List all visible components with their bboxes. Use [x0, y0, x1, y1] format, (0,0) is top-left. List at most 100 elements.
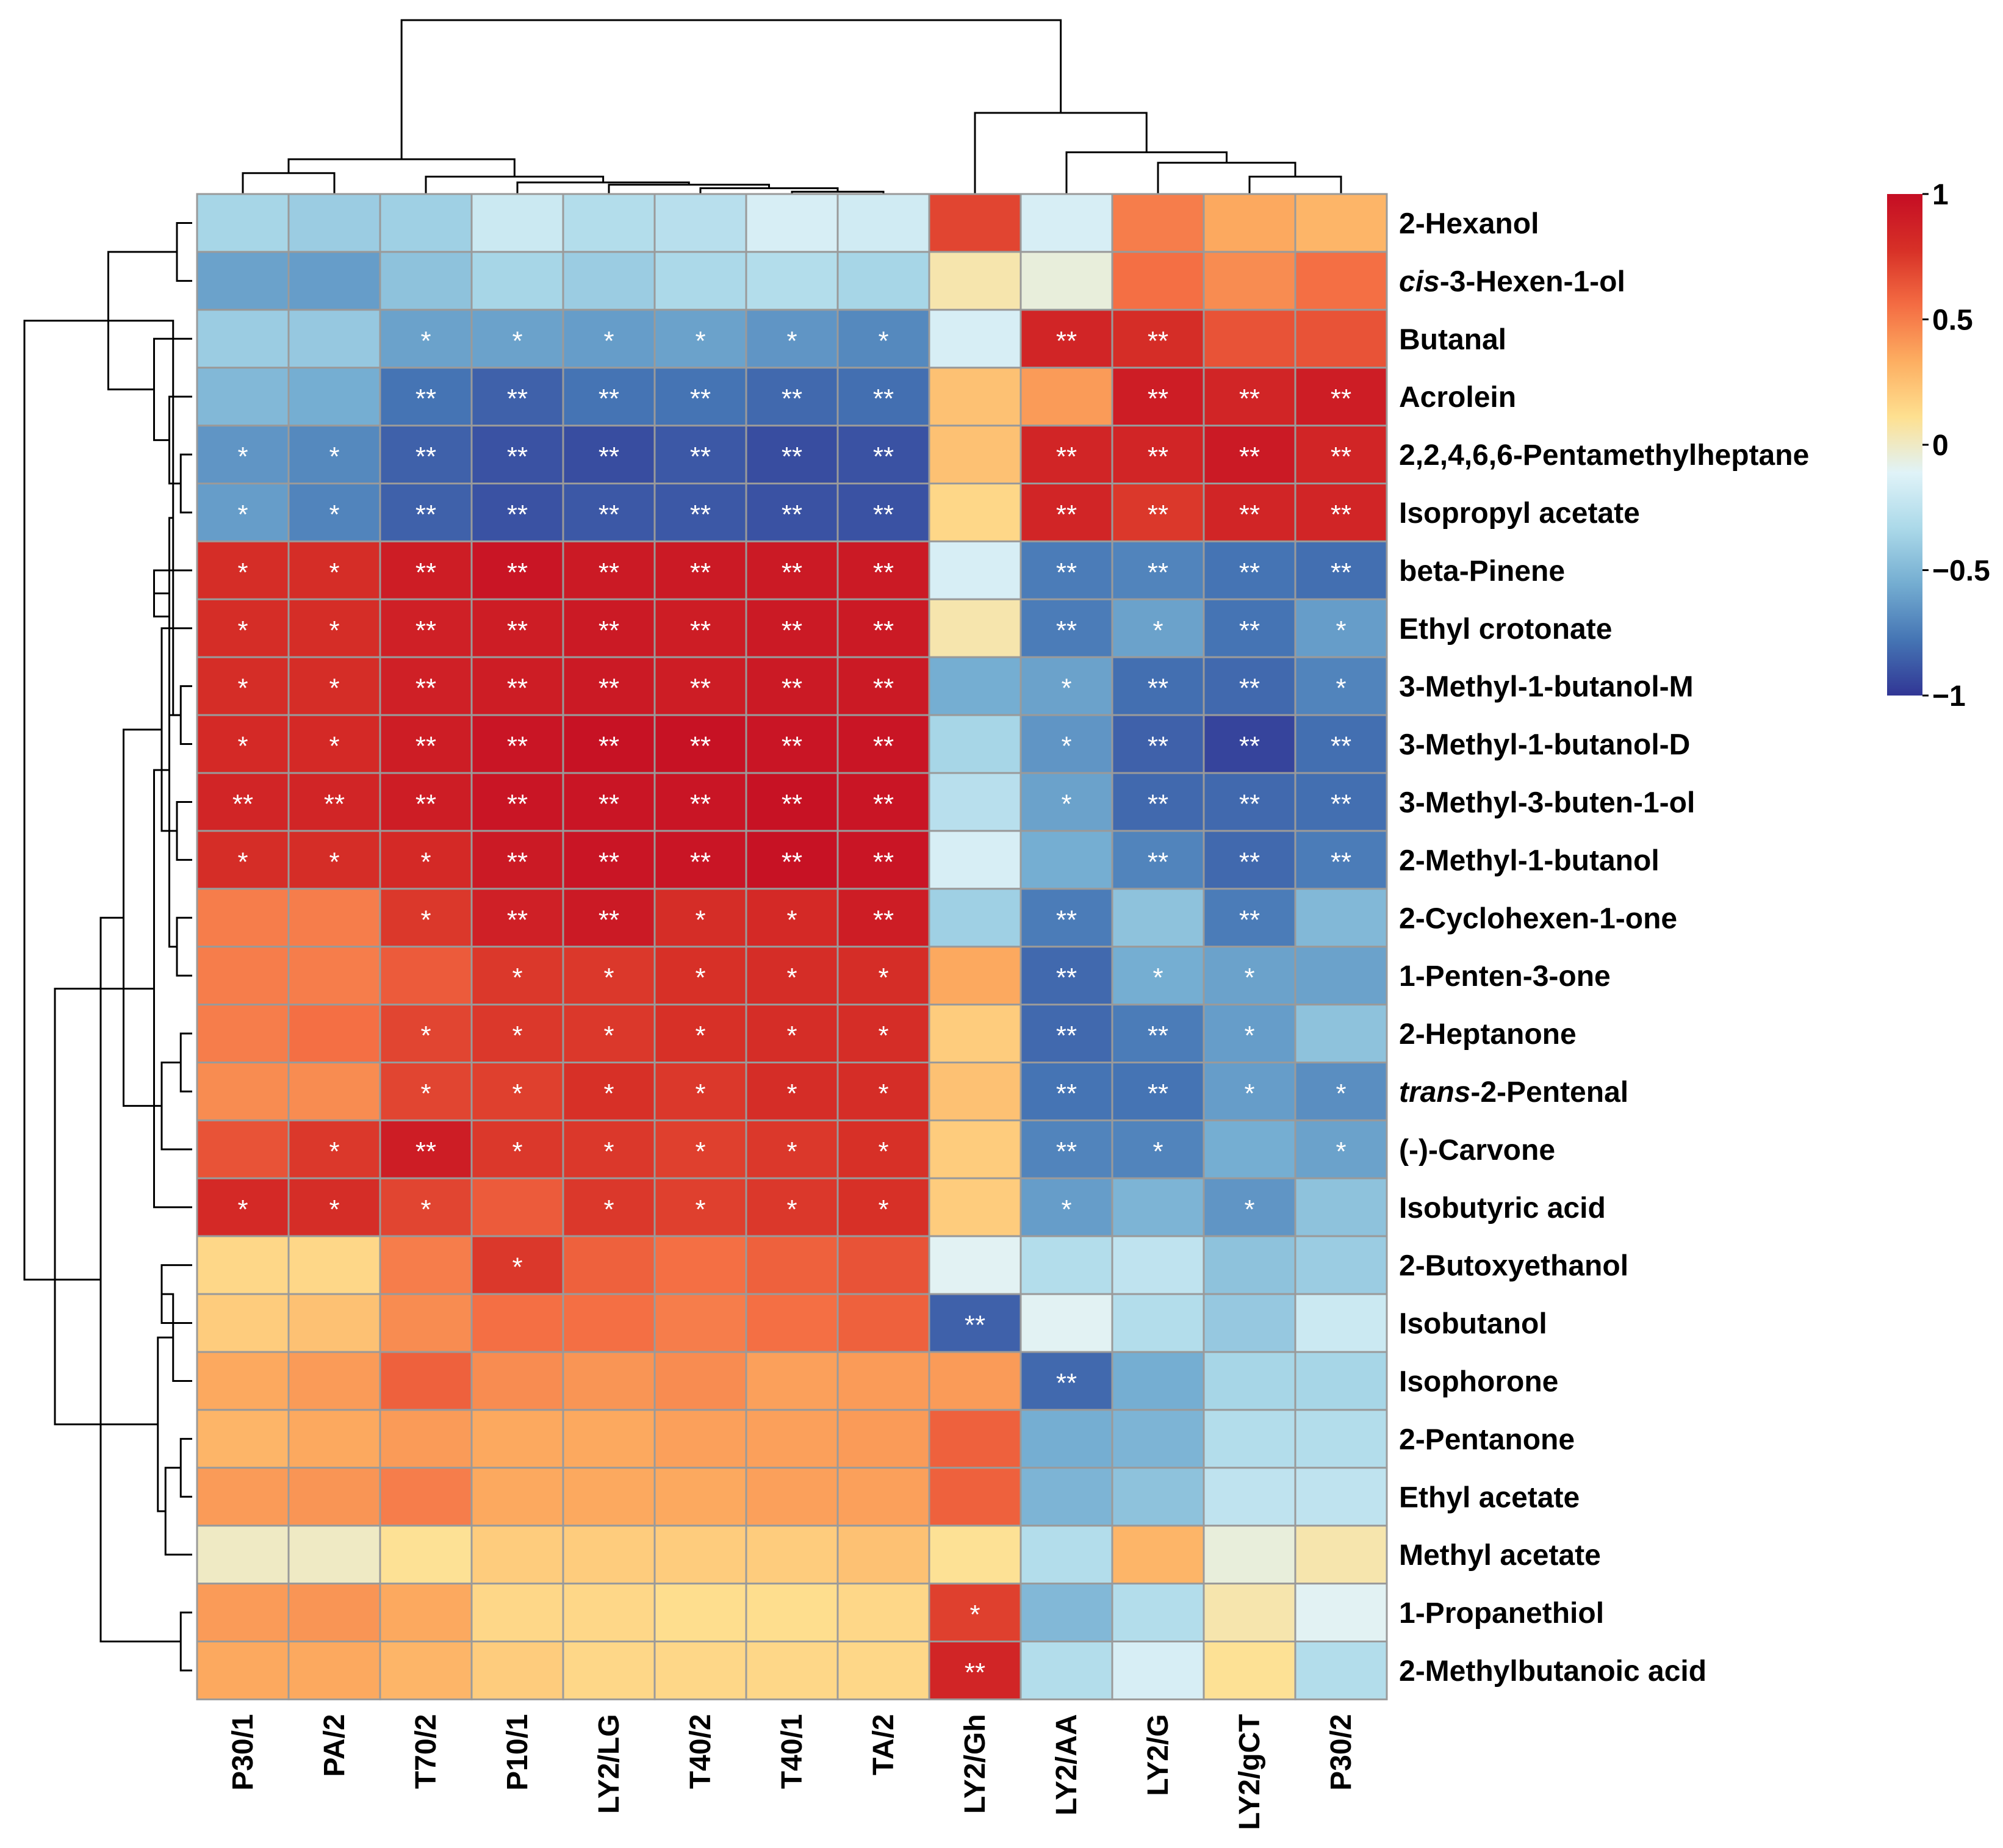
dendrogram-branch [179, 1437, 192, 1498]
row-label: 2-Pentanone [1399, 1423, 1575, 1456]
heatmap-cell [287, 1119, 381, 1179]
significance-mark: ** [690, 442, 711, 472]
column-label: T40/1 [776, 1714, 808, 1789]
significance-mark: * [420, 1079, 431, 1109]
heatmap-cell [1019, 830, 1113, 890]
heatmap-cell [1294, 483, 1388, 542]
significance-mark: ** [1056, 326, 1077, 356]
column-label: T70/2 [410, 1714, 442, 1789]
dendrogram-branch [400, 19, 1062, 159]
heatmap-cell [562, 540, 656, 600]
significance-mark: * [878, 326, 888, 356]
significance-mark: * [878, 1079, 888, 1109]
heatmap-cell [745, 1062, 839, 1121]
significance-mark: ** [1331, 500, 1351, 530]
significance-mark: * [512, 1079, 522, 1109]
heatmap-cell [836, 483, 930, 542]
heatmap-cell [1111, 656, 1205, 716]
heatmap-cell [836, 656, 930, 716]
heatmap-cell [1203, 888, 1296, 948]
heatmap-cell [562, 656, 656, 716]
heatmap-cell [745, 1119, 839, 1179]
heatmap-cell [928, 483, 1022, 542]
significance-mark: * [1336, 1079, 1346, 1109]
dendrogram-branch [176, 916, 192, 977]
heatmap-cell [653, 772, 747, 832]
significance-mark: ** [415, 616, 436, 645]
significance-mark: ** [873, 789, 894, 819]
heatmap-cell [287, 1004, 381, 1063]
significance-mark: ** [690, 674, 711, 703]
heatmap-cell [1294, 1177, 1388, 1237]
column-label: LY2/gCT [1234, 1714, 1266, 1830]
heatmap-cell [1203, 1351, 1296, 1411]
heatmap-cell [1111, 598, 1205, 658]
heatmap-cell [1294, 1062, 1388, 1121]
heatmap-cell [1111, 1004, 1205, 1063]
dendrogram-branch [974, 112, 1148, 194]
legend-tick-label: −1 [1932, 680, 1966, 713]
heatmap-cell [562, 714, 656, 774]
significance-mark: ** [507, 384, 528, 414]
heatmap-cell [1203, 714, 1296, 774]
heatmap-cell [379, 714, 473, 774]
heatmap-cell [1294, 193, 1388, 253]
color-legend: 1 0.5 0 −0.5 −1 [1887, 179, 1990, 713]
heatmap-cell [836, 367, 930, 427]
significance-mark: * [329, 500, 339, 530]
heatmap-cell [562, 1583, 656, 1643]
heatmap-cell [287, 1467, 381, 1527]
heatmap-cell [1294, 1467, 1388, 1527]
heatmap-cell [287, 1235, 381, 1295]
row-label: 2,2,4,6,6-Pentamethylheptane [1399, 439, 1809, 472]
significance-mark: * [237, 732, 248, 761]
significance-mark: ** [873, 616, 894, 645]
heatmap-cell [470, 1293, 564, 1353]
heatmap-cell [928, 888, 1022, 948]
heatmap-cell [287, 656, 381, 716]
heatmap-cell [196, 1004, 290, 1063]
heatmap-cell [379, 251, 473, 311]
significance-mark: ** [599, 442, 619, 472]
heatmap-cell [562, 1293, 656, 1353]
heatmap-cell [562, 888, 656, 948]
heatmap-cell [196, 1409, 290, 1469]
significance-mark: * [329, 732, 339, 761]
heatmap-cell [562, 309, 656, 369]
heatmap-cell [1019, 656, 1113, 716]
heatmap-cell [1111, 483, 1205, 542]
heatmap-cell [1111, 193, 1205, 253]
heatmap-cell [196, 425, 290, 484]
dendrogram-branch [123, 728, 162, 1107]
heatmap-cell [1019, 1293, 1113, 1353]
significance-mark: ** [415, 442, 436, 472]
heatmap-cell [1203, 1467, 1296, 1527]
heatmap-cells [196, 193, 1388, 1700]
heatmap-cell [287, 1177, 381, 1237]
heatmap-cell [653, 540, 747, 600]
significance-mark: * [420, 326, 431, 356]
heatmap-cell [928, 1235, 1022, 1295]
heatmap-cell [562, 1467, 656, 1527]
significance-mark: * [1244, 963, 1254, 993]
heatmap-cell [379, 193, 473, 253]
heatmap-cell [1203, 1119, 1296, 1179]
significance-mark: ** [690, 732, 711, 761]
heatmap-cell [379, 1641, 473, 1700]
heatmap-cell [379, 1467, 473, 1527]
heatmap-cell [287, 1062, 381, 1121]
significance-mark: ** [1331, 847, 1351, 877]
dendrogram-branch [176, 800, 192, 861]
heatmap-cell [287, 946, 381, 1006]
heatmap-cell [562, 251, 656, 311]
row-label: Isopropyl acetate [1399, 497, 1640, 530]
heatmap-cell [1203, 309, 1296, 369]
heatmap-cell [1203, 946, 1296, 1006]
heatmap-cell [745, 656, 839, 716]
heatmap-cell [1019, 251, 1113, 311]
heatmap-cell [1019, 425, 1113, 484]
significance-mark: * [420, 847, 431, 877]
heatmap-cell [1203, 656, 1296, 716]
significance-mark: * [695, 326, 705, 356]
heatmap-cell [1019, 1641, 1113, 1700]
